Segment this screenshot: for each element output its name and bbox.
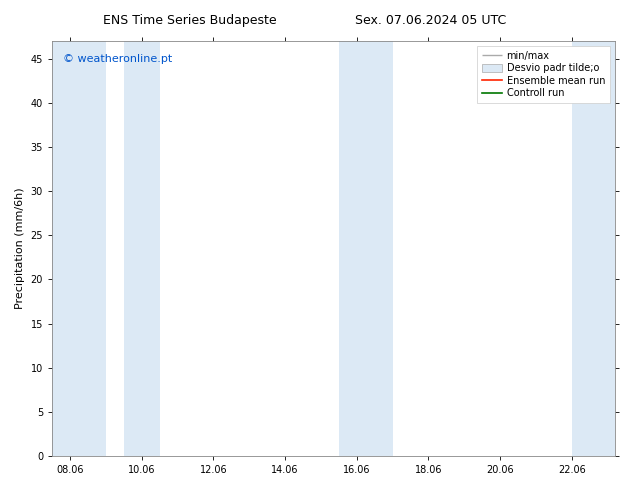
Bar — [339, 41, 392, 456]
Y-axis label: Precipitation (mm/6h): Precipitation (mm/6h) — [15, 188, 25, 309]
Bar — [572, 41, 615, 456]
Text: © weatheronline.pt: © weatheronline.pt — [63, 54, 172, 64]
Text: Sex. 07.06.2024 05 UTC: Sex. 07.06.2024 05 UTC — [356, 14, 507, 27]
Bar — [124, 41, 160, 456]
Text: ENS Time Series Budapeste: ENS Time Series Budapeste — [103, 14, 277, 27]
Legend: min/max, Desvio padr tilde;o, Ensemble mean run, Controll run: min/max, Desvio padr tilde;o, Ensemble m… — [477, 46, 610, 103]
Bar — [52, 41, 106, 456]
